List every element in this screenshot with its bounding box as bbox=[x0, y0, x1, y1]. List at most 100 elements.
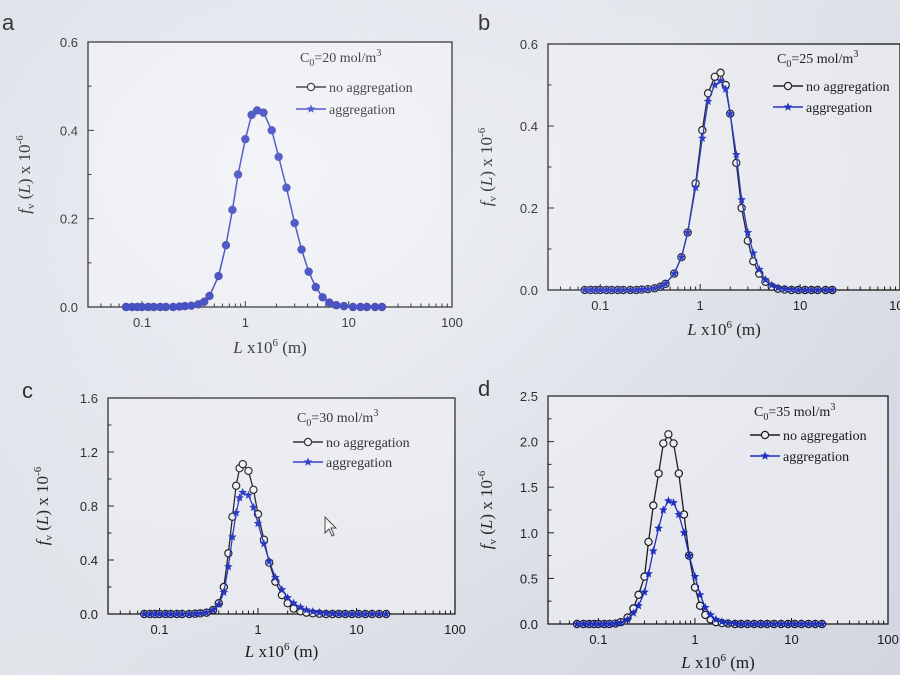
data-point-star bbox=[679, 528, 689, 537]
data-point-circle bbox=[649, 501, 658, 510]
data-point-star bbox=[354, 609, 363, 618]
y-axis-label: fv (L) x 10-6 bbox=[476, 127, 499, 206]
data-point-star bbox=[616, 618, 626, 627]
y-tick-label: 0.0 bbox=[520, 283, 538, 298]
data-point-circle bbox=[238, 459, 247, 469]
legend-label: aggregation bbox=[806, 101, 872, 116]
x-axis-label: L x106 (m) bbox=[232, 337, 307, 357]
data-point-star bbox=[743, 228, 753, 237]
data-point-star bbox=[601, 285, 611, 294]
data-point-star bbox=[769, 619, 779, 628]
y-tick-label: 0.0 bbox=[80, 607, 98, 622]
data-point-star bbox=[155, 302, 165, 311]
data-point-star bbox=[580, 285, 590, 294]
data-point-star bbox=[121, 302, 131, 311]
data-point-star bbox=[677, 252, 686, 261]
data-point-star bbox=[274, 152, 284, 161]
series-aggregation bbox=[580, 76, 837, 294]
data-point-star bbox=[640, 587, 649, 596]
data-point-star bbox=[721, 84, 731, 93]
data-point-star bbox=[139, 609, 149, 618]
data-point-star bbox=[725, 109, 735, 118]
data-point-star bbox=[589, 619, 599, 628]
data-point-star bbox=[259, 539, 269, 548]
data-point-circle bbox=[679, 510, 689, 519]
mouse-cursor-icon bbox=[324, 515, 338, 537]
data-point-star bbox=[730, 618, 740, 628]
data-point-star bbox=[691, 182, 700, 192]
data-point-star bbox=[132, 302, 142, 311]
data-point-star bbox=[776, 619, 786, 628]
data-point-star bbox=[706, 610, 715, 619]
data-point-star bbox=[219, 587, 229, 597]
data-point-star bbox=[267, 125, 277, 135]
y-axis-label: fv (L) x 10-6 bbox=[32, 466, 55, 545]
data-point-star bbox=[150, 609, 160, 618]
data-point-star bbox=[318, 292, 328, 301]
x-tick-label: 10 bbox=[784, 632, 798, 647]
data-point-star bbox=[297, 244, 306, 254]
data-point-star bbox=[362, 302, 372, 311]
x-tick-label: 1 bbox=[254, 622, 261, 637]
y-tick-label: 0.4 bbox=[80, 553, 98, 568]
data-point-star bbox=[143, 302, 153, 311]
data-point-circle bbox=[674, 469, 684, 478]
data-point-circle bbox=[654, 469, 663, 478]
x-tick-label: 0.1 bbox=[589, 632, 607, 647]
data-point-star bbox=[807, 285, 816, 294]
data-point-star bbox=[377, 302, 387, 311]
data-point-star bbox=[233, 169, 243, 179]
data-point-star bbox=[249, 502, 258, 512]
y-tick-label: 0.0 bbox=[60, 300, 78, 315]
data-point-star bbox=[586, 285, 595, 294]
data-point-star bbox=[663, 496, 673, 505]
data-point-star bbox=[594, 619, 603, 628]
data-point-star bbox=[607, 285, 617, 294]
data-point-star bbox=[797, 619, 806, 628]
y-tick-label: 0.4 bbox=[520, 119, 538, 134]
data-point-star bbox=[658, 505, 668, 514]
data-point-circle bbox=[710, 72, 719, 82]
panel-label: b bbox=[478, 10, 490, 35]
data-point-star bbox=[669, 498, 678, 507]
data-point-star bbox=[804, 619, 813, 628]
legend-star-icon bbox=[760, 451, 770, 460]
data-point-star bbox=[290, 218, 300, 227]
data-point-star bbox=[618, 285, 628, 294]
data-point-star bbox=[669, 269, 679, 278]
data-point-star bbox=[611, 619, 620, 628]
data-point-star bbox=[166, 609, 176, 618]
data-point-star bbox=[731, 150, 741, 159]
data-point-star bbox=[656, 282, 665, 291]
data-point-circle bbox=[716, 68, 725, 77]
chart-panel-d: d 0.1 1 10 100 0.0 0.5 1.0 1.5 2.0 2.5 L x106 (m) fv… bbox=[476, 376, 899, 672]
data-point-star bbox=[817, 619, 827, 628]
data-point-star bbox=[374, 609, 384, 618]
data-point-star bbox=[674, 509, 684, 519]
data-point-star bbox=[193, 299, 203, 309]
x-tick-label: 10 bbox=[793, 298, 807, 313]
data-point-circle bbox=[249, 485, 258, 494]
data-point-star bbox=[584, 619, 594, 628]
data-point-star bbox=[202, 608, 211, 617]
data-point-star bbox=[754, 264, 764, 274]
legend-circle-icon bbox=[306, 82, 316, 92]
x-tick-label: 100 bbox=[444, 622, 466, 637]
data-point-star bbox=[315, 608, 324, 617]
data-point-circle bbox=[664, 430, 673, 439]
data-point-star bbox=[177, 609, 187, 618]
legend-label: no aggregation bbox=[783, 429, 867, 444]
data-point-star bbox=[643, 284, 653, 293]
x-tick-label: 100 bbox=[441, 315, 463, 330]
legend: no aggregation aggregation bbox=[296, 81, 413, 118]
data-point-star bbox=[356, 302, 365, 311]
data-point-star bbox=[695, 590, 705, 599]
data-point-circle bbox=[669, 439, 678, 448]
data-point-star bbox=[710, 80, 720, 89]
data-point-star bbox=[340, 609, 350, 618]
data-point-star bbox=[208, 605, 218, 614]
data-point-star bbox=[223, 562, 233, 571]
data-point-star bbox=[240, 134, 250, 143]
data-point-star bbox=[175, 301, 184, 311]
concentration-annotation: C0=20 mol/m3 bbox=[300, 48, 381, 69]
